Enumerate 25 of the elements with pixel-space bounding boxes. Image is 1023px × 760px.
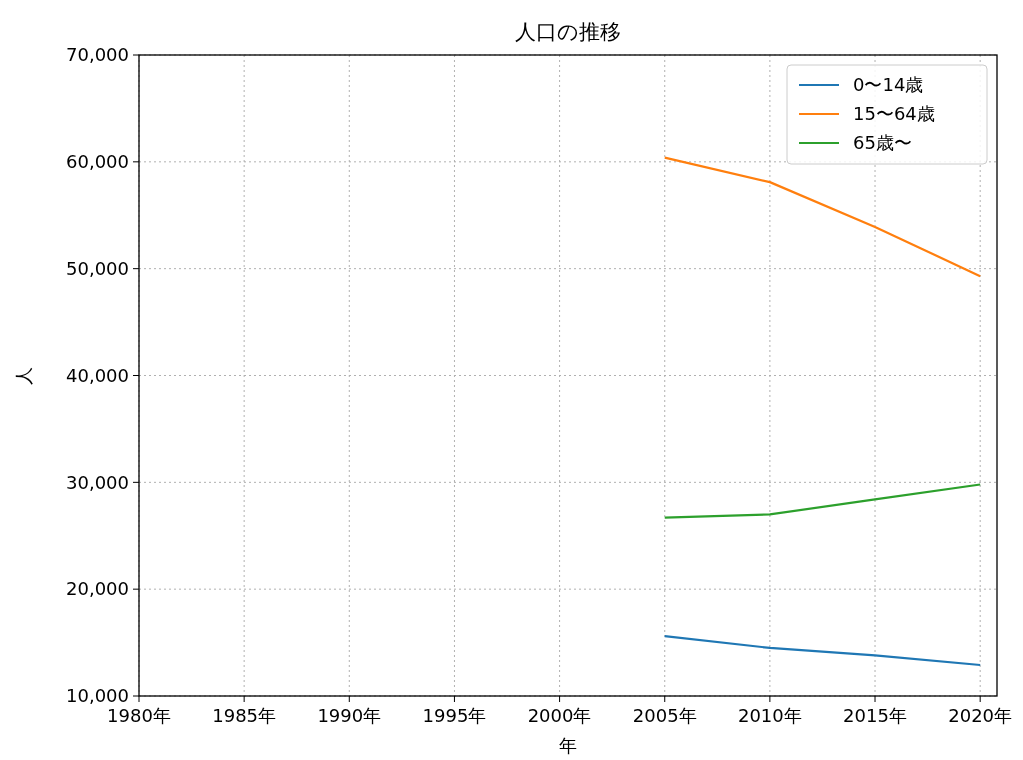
x-tick-label: 2000年 bbox=[527, 705, 592, 726]
x-tick-label: 1980年 bbox=[107, 705, 171, 726]
line-series bbox=[663, 156, 982, 278]
x-tick-label: 1995年 bbox=[422, 705, 487, 726]
x-tick-label: 2015年 bbox=[843, 705, 907, 726]
x-axis-title: 年 bbox=[559, 735, 577, 756]
y-tick-label: 50,000 bbox=[66, 257, 129, 279]
x-tick-label: 2010年 bbox=[737, 705, 802, 726]
y-tick-label: 40,000 bbox=[66, 364, 129, 386]
y-tick-label: 30,000 bbox=[66, 471, 129, 493]
y-tick-label: 60,000 bbox=[66, 151, 129, 173]
x-tick-label: 1990年 bbox=[317, 705, 382, 726]
legend-label: 15〜64歳 bbox=[853, 103, 935, 125]
y-tick-label: 10,000 bbox=[66, 685, 129, 707]
line-series bbox=[663, 635, 982, 667]
legend-label: 65歳〜 bbox=[853, 132, 912, 154]
line-series bbox=[663, 483, 982, 519]
x-tick-label: 1985年 bbox=[212, 705, 277, 726]
y-tick-label: 70,000 bbox=[66, 44, 129, 66]
chart-title: 人口の推移 bbox=[515, 20, 621, 44]
y-axis-title: 人 bbox=[13, 366, 34, 385]
y-tick-label: 20,000 bbox=[66, 578, 129, 600]
x-tick-label: 2005年 bbox=[632, 705, 697, 726]
legend-label: 0〜14歳 bbox=[853, 74, 924, 96]
x-tick-label: 2020年 bbox=[948, 705, 1013, 726]
